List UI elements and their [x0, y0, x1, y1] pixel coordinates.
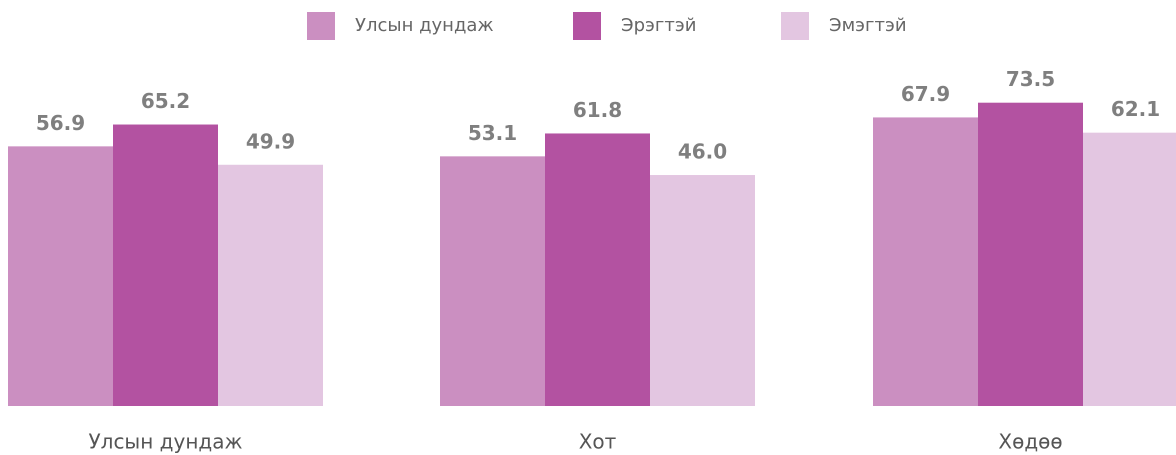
category-label: Хот — [579, 430, 617, 454]
bar — [873, 117, 978, 406]
bar — [1083, 132, 1176, 406]
bar — [440, 156, 545, 406]
category-label: Хөдөө — [998, 430, 1062, 454]
category-label: Улсын дундаж — [88, 430, 242, 454]
legend-swatch — [781, 12, 809, 40]
value-label: 53.1 — [468, 121, 517, 145]
value-label: 49.9 — [246, 129, 295, 153]
legend-swatch — [307, 12, 335, 40]
bar — [218, 164, 323, 406]
value-label: 56.9 — [36, 111, 85, 135]
legend-label: Эмэгтэй — [829, 15, 907, 36]
bar — [978, 102, 1083, 406]
value-label: 62.1 — [1111, 97, 1160, 121]
legend-label: Эрэгтэй — [621, 15, 696, 36]
legend-label: Улсын дундаж — [355, 15, 494, 36]
value-label: 73.5 — [1006, 67, 1055, 91]
bar — [545, 133, 650, 406]
bar — [113, 124, 218, 407]
bar — [8, 146, 113, 406]
value-label: 65.2 — [141, 89, 190, 113]
value-label: 67.9 — [901, 82, 950, 106]
bar — [650, 175, 755, 406]
value-label: 61.8 — [573, 98, 622, 122]
value-label: 46.0 — [678, 140, 727, 164]
legend-swatch — [573, 12, 601, 40]
